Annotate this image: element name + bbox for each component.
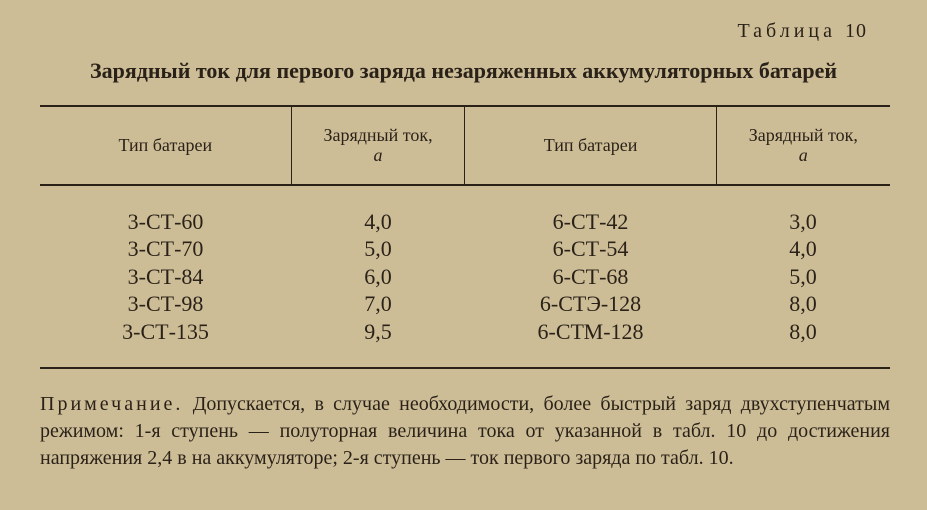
cell-type: 3-СТ-84 [40, 263, 291, 291]
cell-current: 6,0 [291, 263, 465, 291]
table-label-number: 10 [845, 20, 867, 42]
cell-current: 4,0 [716, 235, 890, 263]
col-header-current-2: Зарядный ток, а [716, 106, 890, 185]
cell-type: 3-СТ-98 [40, 290, 291, 318]
table-header-row: Тип батареи Зарядный ток, а Тип батареи … [40, 106, 890, 185]
cell-current: 3,0 [716, 185, 890, 236]
col-header-text: Зарядный ток, [323, 125, 432, 145]
table-header: Тип батареи Зарядный ток, а Тип батареи … [40, 106, 890, 185]
col-header-type-1: Тип батареи [40, 106, 291, 185]
table-row: 3-СТ-98 7,0 6-СТЭ-128 8,0 [40, 290, 890, 318]
col-header-unit: а [799, 145, 808, 165]
table-row: 3-СТ-60 4,0 6-СТ-42 3,0 [40, 185, 890, 236]
page-title: Зарядный ток для первого заряда незаряже… [54, 57, 874, 85]
cell-current: 4,0 [291, 185, 465, 236]
cell-type: 3-СТ-135 [40, 318, 291, 369]
col-header-text: Тип батареи [118, 135, 212, 155]
col-header-unit: а [374, 145, 383, 165]
cell-current: 8,0 [716, 318, 890, 369]
cell-type: 6-СТМ-128 [465, 318, 716, 369]
cell-current: 8,0 [716, 290, 890, 318]
cell-type: 6-СТЭ-128 [465, 290, 716, 318]
cell-type: 6-СТ-68 [465, 263, 716, 291]
table-row: 3-СТ-135 9,5 6-СТМ-128 8,0 [40, 318, 890, 369]
table-label: Таблица 10 [40, 20, 867, 43]
col-header-current-1: Зарядный ток, а [291, 106, 465, 185]
cell-current: 5,0 [291, 235, 465, 263]
col-header-text: Зарядный ток, [749, 125, 858, 145]
col-header-text: Тип батареи [544, 135, 638, 155]
cell-type: 6-СТ-54 [465, 235, 716, 263]
cell-type: 3-СТ-60 [40, 185, 291, 236]
cell-current: 5,0 [716, 263, 890, 291]
cell-type: 6-СТ-42 [465, 185, 716, 236]
table-body: 3-СТ-60 4,0 6-СТ-42 3,0 3-СТ-70 5,0 6-СТ… [40, 185, 890, 369]
cell-current: 7,0 [291, 290, 465, 318]
table-row: 3-СТ-84 6,0 6-СТ-68 5,0 [40, 263, 890, 291]
cell-type: 3-СТ-70 [40, 235, 291, 263]
col-header-type-2: Тип батареи [465, 106, 716, 185]
cell-current: 9,5 [291, 318, 465, 369]
footnote-lead: Примечание. [40, 393, 183, 415]
footnote: Примечание. Допускается, в случае необхо… [40, 391, 890, 472]
table-row: 3-СТ-70 5,0 6-СТ-54 4,0 [40, 235, 890, 263]
page: Таблица 10 Зарядный ток для первого заря… [0, 0, 927, 510]
table-label-word: Таблица [737, 20, 836, 42]
data-table: Тип батареи Зарядный ток, а Тип батареи … [40, 105, 890, 370]
